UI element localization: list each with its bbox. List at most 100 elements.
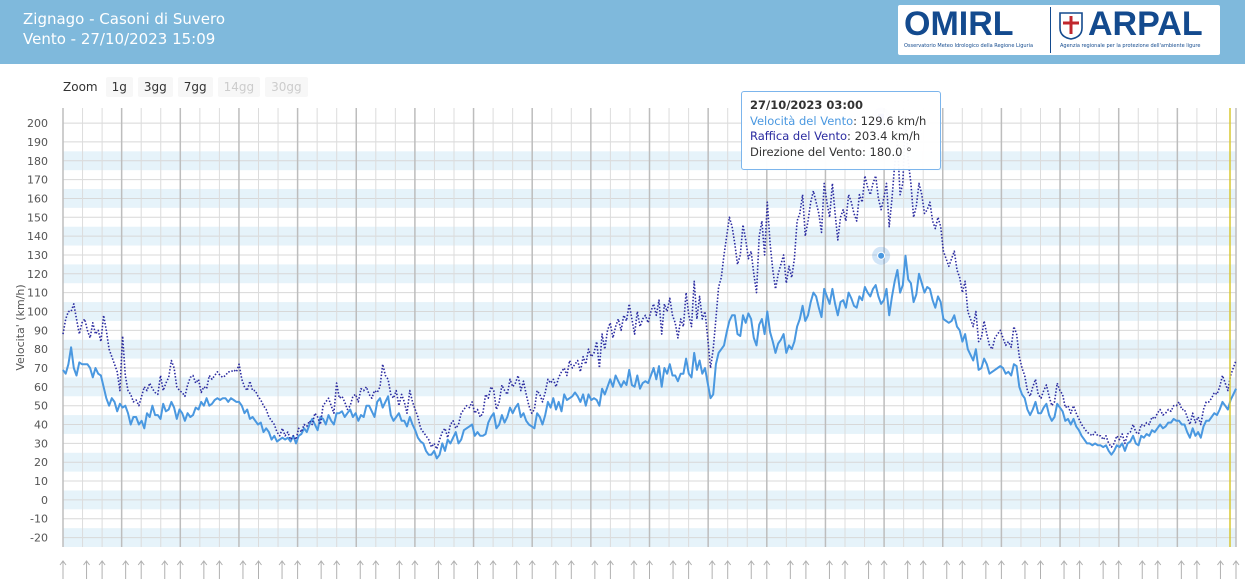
wind-direction-arrow-icon	[255, 560, 262, 579]
tooltip-gust-row: Raffica del Vento: 203.4 km/h	[750, 129, 921, 143]
wind-direction-arrow-icon	[685, 560, 692, 579]
zoom-bar: Zoom 1g 3gg 7gg 14gg 30gg	[63, 76, 313, 98]
wind-direction-arrow-icon	[841, 560, 849, 579]
wind-direction-arrow-icon	[1232, 560, 1240, 579]
wind-direction-arrow-icon	[137, 560, 145, 579]
wind-direction-arrow-icon	[919, 560, 927, 579]
y-tick-label: 0	[41, 494, 48, 507]
wind-direction-arrow-icon	[826, 560, 833, 579]
wind-direction-arrow-icon	[528, 560, 536, 579]
wind-direction-arrow-icon	[552, 560, 560, 579]
wind-direction-arrow-icon	[278, 560, 286, 579]
wind-direction-arrow-icon	[1076, 560, 1083, 579]
wind-direction-arrow-icon	[450, 560, 458, 579]
zoom-3gg-button[interactable]: 3gg	[137, 77, 173, 97]
chart-subtitle: Vento - 27/10/2023 15:09	[23, 30, 216, 48]
wind-direction-arrow-icon	[724, 560, 732, 579]
wind-direction-arrow-icon	[1099, 560, 1107, 579]
y-tick-label: 40	[34, 419, 48, 432]
wind-direction-arrow-icon	[489, 560, 497, 579]
y-tick-label: 140	[27, 230, 48, 243]
y-axis-label: Velocita' (km/h)	[14, 284, 27, 370]
zoom-label: Zoom	[63, 80, 98, 94]
speed-marker	[877, 251, 886, 260]
wind-direction-arrow-icon	[958, 560, 966, 579]
wind-direction-arrow-icon	[708, 560, 716, 579]
wind-direction-arrow-icon	[998, 560, 1005, 579]
wind-direction-arrow-icon	[880, 560, 888, 579]
y-tick-label: -10	[30, 513, 48, 526]
wind-direction-arrow-icon	[239, 560, 247, 579]
wind-direction-arrow-icon	[1037, 560, 1044, 579]
y-tick-label: 10	[34, 475, 48, 488]
wind-direction-arrow-icon	[763, 560, 771, 579]
wind-direction-arrow-icon	[200, 560, 208, 579]
zoom-1g-button[interactable]: 1g	[105, 77, 133, 97]
wind-direction-arrow-icon	[747, 560, 755, 579]
zoom-30gg-button: 30gg	[265, 77, 308, 97]
tooltip-gust-label: Raffica del Vento	[750, 129, 848, 143]
wind-direction-arrow-icon	[646, 560, 653, 579]
y-tick-label: 190	[27, 136, 48, 149]
wind-direction-arrow-icon	[122, 560, 130, 579]
wind-direction-arrow-icon	[372, 560, 380, 579]
y-tick-label: 120	[27, 268, 48, 281]
y-tick-label: 70	[34, 362, 48, 375]
y-tick-label: 100	[27, 305, 48, 318]
station-title: Zignago - Casoni di Suvero	[23, 10, 226, 28]
omirl-logo-subtitle: Osservatorio Meteo Idrologico della Regi…	[904, 43, 1034, 49]
wind-direction-arrow-icon	[98, 560, 106, 579]
wind-direction-arrow-icon	[513, 560, 521, 579]
y-tick-label: 160	[27, 192, 48, 205]
y-tick-label: 30	[34, 437, 48, 450]
y-tick-label: 80	[34, 343, 48, 356]
liguria-shield-icon	[1059, 12, 1083, 40]
tooltip-date: 27/10/2023 03:00	[750, 98, 864, 112]
wind-direction-arrow-icon	[786, 560, 794, 579]
tooltip-gust-value: 203.4 km/h	[854, 129, 921, 143]
y-tick-label: 50	[34, 400, 48, 413]
y-tick-label: 110	[27, 287, 48, 300]
zoom-14gg-button: 14gg	[217, 77, 261, 97]
wind-direction-arrow-icon	[356, 560, 364, 579]
y-tick-label: 60	[34, 381, 48, 394]
arpal-logo: ARPAL	[1088, 5, 1203, 43]
y-tick-label: 200	[27, 117, 48, 130]
wind-direction-arrow-icon	[333, 560, 341, 579]
wind-direction-arrow-icon	[943, 560, 951, 579]
wind-direction-arrow-icon	[1060, 560, 1068, 579]
y-tick-label: 130	[27, 249, 48, 262]
zoom-7gg-button[interactable]: 7gg	[177, 77, 213, 97]
wind-direction-arrow-icon	[1138, 560, 1146, 579]
logo-banner: OMIRL Osservatorio Meteo Idrologico dell…	[898, 5, 1220, 55]
wind-direction-arrow-icon	[591, 560, 599, 579]
wind-direction-arrow-icon	[865, 560, 872, 579]
wind-direction-arrow-icon	[567, 560, 575, 579]
wind-direction-arrow-icon	[1154, 560, 1162, 579]
chart-tooltip: 27/10/2023 03:00 Velocità del Vento: 129…	[741, 91, 941, 170]
logo-divider	[1050, 7, 1051, 53]
wind-direction-arrow-icon	[161, 560, 169, 579]
wind-direction-arrow-icon	[669, 560, 677, 579]
wind-direction-arrow-icon	[474, 560, 481, 579]
wind-direction-arrow-icon	[904, 560, 912, 579]
y-tick-label: 90	[34, 324, 48, 337]
wind-direction-arrow-icon	[802, 560, 810, 579]
arpal-logo-subtitle: Agenzia regionale per la protezione dell…	[1060, 43, 1201, 49]
wind-direction-arrow-icon	[216, 560, 223, 579]
y-tick-label: 170	[27, 174, 48, 187]
wind-direction-arrow-icon	[630, 560, 638, 579]
tooltip-direction-row: Direzione del Vento: 180.0 °	[750, 144, 912, 159]
wind-direction-arrow-icon	[59, 560, 67, 579]
wind-direction-arrow-icon	[317, 560, 325, 579]
wind-direction-arrow-icon	[1115, 560, 1123, 579]
wind-direction-arrow-icon	[1217, 560, 1224, 579]
wind-direction-arrow-icon	[1177, 560, 1185, 579]
tooltip-direction-label: Direzione del Vento	[750, 144, 862, 159]
y-tick-label: 150	[27, 211, 48, 224]
y-tick-label: -20	[30, 532, 48, 545]
wind-direction-arrow-icon	[1021, 560, 1029, 579]
wind-direction-arrow-icon	[395, 560, 403, 579]
gust-series-line	[62, 115, 1237, 450]
